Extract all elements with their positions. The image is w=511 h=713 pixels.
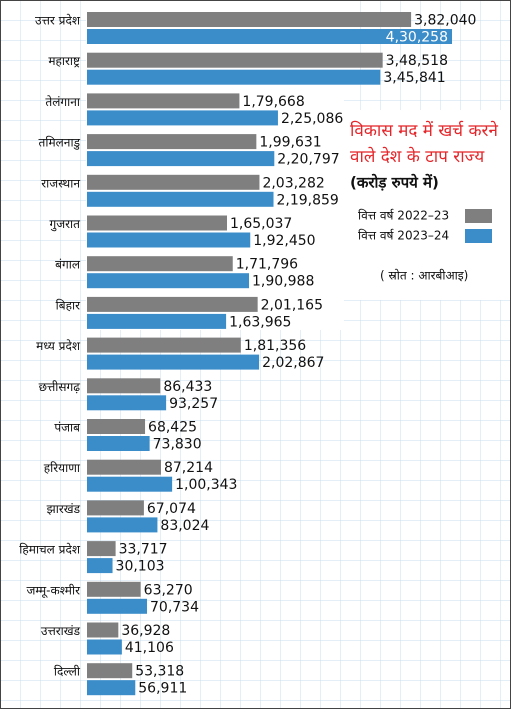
chart-subtitle: (करोड़ रुपये में) <box>350 174 439 192</box>
value-label: 1,63,965 <box>229 314 291 330</box>
category-label: महाराष्ट्र <box>48 54 81 68</box>
bar <box>87 337 241 353</box>
bar <box>87 622 119 638</box>
category-label: राजस्थान <box>41 176 80 190</box>
value-label: 1,90,988 <box>252 274 314 290</box>
value-label: 83,024 <box>160 518 209 534</box>
bar <box>87 52 383 68</box>
bar <box>87 93 240 109</box>
bar <box>87 680 136 696</box>
value-label: 70,734 <box>150 599 199 615</box>
bar <box>87 541 116 557</box>
bar <box>87 174 260 190</box>
value-label: 3,45,841 <box>383 70 445 86</box>
value-label: 2,01,165 <box>261 297 323 313</box>
value-label: 1,79,668 <box>242 94 304 110</box>
category-label: पंजाब <box>54 421 81 435</box>
bar <box>87 419 146 434</box>
value-label: 2,25,086 <box>281 111 343 127</box>
value-label: 3,82,040 <box>414 13 476 29</box>
category-label: बिहार <box>56 298 81 312</box>
bar <box>87 191 274 207</box>
value-label: 3,48,518 <box>386 53 448 69</box>
legend-label: वित्त वर्ष 2023–24 <box>358 229 449 243</box>
value-label: 63,270 <box>144 582 193 598</box>
bar <box>87 12 412 27</box>
value-label: 53,318 <box>135 664 184 680</box>
category-label: बंगाल <box>55 258 81 272</box>
bar <box>87 232 251 248</box>
legend-box <box>344 110 511 300</box>
bar <box>87 313 227 329</box>
bar <box>87 558 113 574</box>
bar <box>87 459 161 475</box>
category-label: उत्तर प्रदेश <box>35 14 81 28</box>
value-label: 68,425 <box>148 420 197 436</box>
value-label: 1,92,450 <box>253 233 315 249</box>
bar <box>87 29 452 44</box>
value-label: 1,81,356 <box>244 338 306 354</box>
value-label: 33,717 <box>119 542 168 558</box>
bar <box>87 273 250 289</box>
legend-swatch <box>465 229 492 243</box>
category-label: गुजरात <box>49 217 81 232</box>
category-label: झारखंड <box>47 502 81 516</box>
bar <box>87 598 148 614</box>
bar <box>87 581 141 597</box>
category-label: मध्य प्रदेश <box>36 339 81 353</box>
category-label: हरियाणा <box>44 461 81 475</box>
value-label: 67,074 <box>147 501 196 517</box>
value-label: 1,99,631 <box>259 135 321 151</box>
value-label: 86,433 <box>163 379 212 395</box>
value-label: 2,02,867 <box>262 355 324 371</box>
category-label: तमिलनाडु <box>39 136 81 151</box>
bar <box>87 639 122 655</box>
bar <box>87 151 275 167</box>
value-label: 1,71,796 <box>236 257 298 273</box>
source: ( स्रोत : आरबीआइ) <box>380 269 468 283</box>
bar <box>87 663 133 679</box>
bar <box>87 134 257 150</box>
value-label: 2,03,282 <box>262 175 324 191</box>
bar <box>87 296 258 312</box>
bar <box>87 436 150 451</box>
bar <box>87 354 260 370</box>
category-label: उत्तराखंड <box>41 624 81 638</box>
value-label: 87,214 <box>164 460 213 476</box>
bar <box>87 500 144 516</box>
chart-title: वाले देश के टाप राज्य <box>350 146 485 167</box>
category-label: तेलंगाना <box>45 95 81 109</box>
value-label: 2,20,797 <box>277 152 339 168</box>
value-label: 1,65,037 <box>230 216 292 232</box>
bar <box>87 215 228 231</box>
value-label: 73,830 <box>153 437 202 453</box>
bar <box>87 476 173 492</box>
value-label: 30,103 <box>116 559 165 575</box>
value-label: 2,19,859 <box>277 192 339 208</box>
category-label: दिल्ली <box>54 665 81 679</box>
bar <box>87 110 278 126</box>
bar <box>87 395 167 411</box>
legend-label: वित्त वर्ष 2022–23 <box>358 209 449 223</box>
value-label: 4,30,258 <box>386 30 448 46</box>
category-label: हिमाचल प्रदेश <box>19 543 81 557</box>
chart-title: विकास मद में खर्च करने <box>350 120 498 141</box>
value-label: 36,928 <box>121 623 170 639</box>
legend-swatch <box>465 209 492 223</box>
bar <box>87 69 381 85</box>
category-label: जम्मू-कश्मीर <box>26 583 81 598</box>
category-label: छत्तीसगढ़ <box>39 380 81 394</box>
bar <box>87 256 233 272</box>
value-label: 41,106 <box>125 640 174 656</box>
value-label: 1,00,343 <box>175 477 237 493</box>
value-label: 93,257 <box>169 396 218 412</box>
value-label: 56,911 <box>138 681 187 697</box>
bar <box>87 517 158 533</box>
bar <box>87 378 161 394</box>
